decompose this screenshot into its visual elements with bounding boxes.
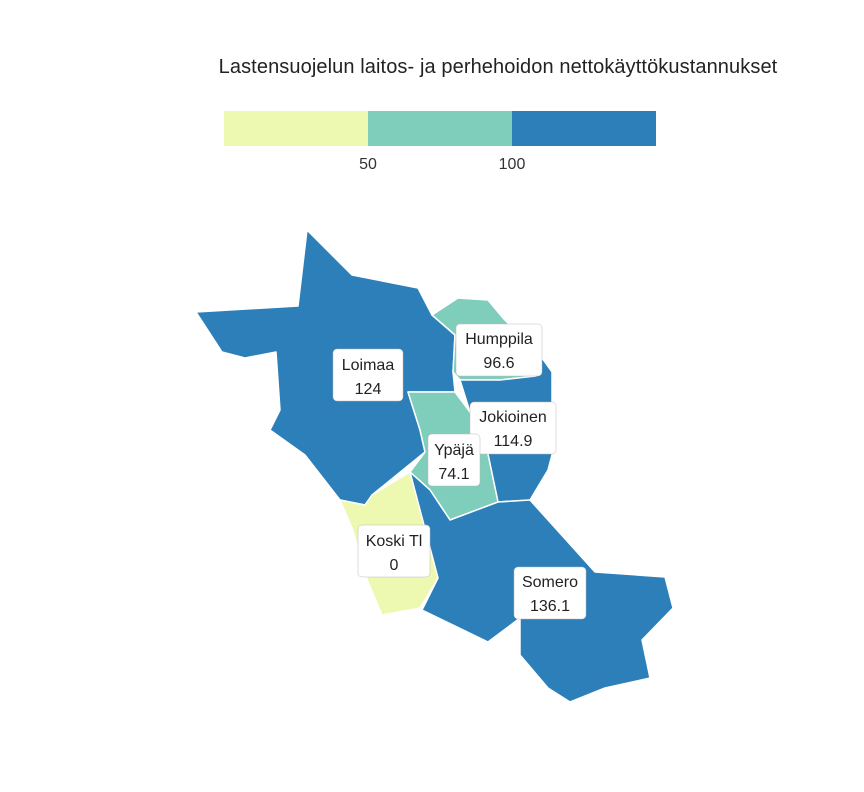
label-loimaa-name: Loimaa: [342, 357, 395, 374]
label-humppila-value: 96.6: [483, 355, 514, 372]
label-somero-value: 136.1: [530, 598, 570, 615]
map-title: Lastensuojelun laitos- ja perhehoidon ne…: [0, 56, 864, 79]
label-ypaja: Ypäjä 74.1: [427, 433, 481, 487]
label-somero: Somero 136.1: [513, 566, 587, 620]
color-legend: [224, 111, 656, 146]
map-title-text: Lastensuojelun laitos- ja perhehoidon ne…: [218, 56, 778, 78]
label-jokioinen-name: Jokioinen: [479, 409, 547, 426]
label-ypaja-value: 74.1: [438, 466, 469, 483]
label-humppila: Humppila 96.6: [455, 323, 543, 377]
legend-swatch-mid: [368, 111, 512, 146]
label-koski-tl-name: Koski Tl: [366, 533, 423, 550]
label-loimaa: Loimaa 124: [332, 348, 404, 402]
label-koski-tl-value: 0: [390, 557, 399, 574]
label-ypaja-name: Ypäjä: [434, 442, 474, 459]
legend-tick-100: 100: [498, 156, 526, 173]
label-humppila-name: Humppila: [465, 331, 533, 348]
label-koski-tl: Koski Tl 0: [357, 524, 431, 578]
legend-swatch-low: [224, 111, 368, 146]
label-jokioinen: Jokioinen 114.9: [469, 401, 557, 455]
legend-tick-50: 50: [359, 156, 377, 173]
label-somero-name: Somero: [522, 574, 578, 591]
legend-swatch-high: [512, 111, 656, 146]
label-loimaa-value: 124: [355, 381, 382, 398]
label-jokioinen-value: 114.9: [494, 433, 533, 450]
